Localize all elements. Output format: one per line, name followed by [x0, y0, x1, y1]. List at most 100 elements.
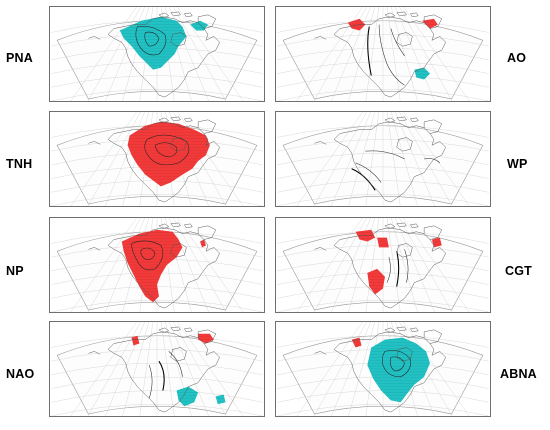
parallel-line — [51, 349, 263, 362]
parallel-line — [51, 390, 263, 403]
meridian-line — [139, 322, 154, 416]
negative-anomaly-fill — [414, 67, 430, 80]
meridian-line — [169, 218, 209, 312]
contour-line — [135, 26, 167, 56]
label-cgt: CGT — [505, 264, 532, 278]
map-svg — [51, 322, 263, 416]
map-svg — [277, 112, 489, 206]
contour-line — [144, 31, 160, 47]
arctic-island-outline — [384, 223, 396, 230]
basemap — [277, 112, 489, 206]
parallel-line — [277, 48, 489, 61]
parallel-line — [51, 335, 263, 348]
parallel-line — [277, 259, 489, 272]
label-tnh: TNH — [6, 157, 33, 171]
label-ao: AO — [507, 51, 527, 65]
positive-anomaly-fill — [431, 237, 442, 248]
contour-line — [382, 350, 411, 378]
alaska-islands — [88, 36, 101, 40]
positive-anomaly — [127, 121, 210, 187]
positive-anomaly — [121, 229, 183, 303]
arctic-island-outline — [396, 116, 407, 122]
positive-anomaly-fill — [121, 229, 183, 303]
parallel-line — [277, 20, 489, 33]
meridian-line — [403, 112, 470, 206]
arctic-island-outline — [396, 11, 407, 17]
meridian-line — [87, 218, 141, 312]
arctic-island-outline — [158, 117, 170, 124]
meridian-line — [87, 322, 141, 416]
parallel-line — [277, 166, 489, 179]
positive-anomaly-fill — [377, 237, 389, 248]
meridian-line — [403, 7, 470, 101]
greenland-outline — [423, 225, 443, 240]
contour-line — [378, 24, 405, 86]
meridian-line — [365, 218, 380, 312]
meridian-line — [296, 112, 363, 206]
meridian-line — [296, 322, 363, 416]
contour-line — [158, 360, 165, 391]
meridian-line — [173, 322, 227, 416]
arctic-island-outline — [170, 11, 181, 17]
positive-anomaly-fill — [351, 337, 362, 348]
parallel-line — [277, 34, 489, 47]
parallel-line — [277, 300, 489, 312]
hudson-bay-outline — [170, 32, 187, 47]
greenland-outline — [197, 225, 217, 240]
negative-anomaly — [215, 394, 226, 405]
parallel-line — [51, 89, 263, 101]
positive-anomaly — [377, 237, 389, 248]
greenland-outline — [197, 119, 217, 134]
label-np: NP — [6, 264, 24, 278]
contour-line — [390, 28, 405, 57]
arctic-island-outline — [184, 327, 193, 333]
coastline — [314, 11, 446, 98]
negative-anomaly — [414, 67, 430, 80]
map-svg — [277, 218, 489, 312]
contour-line — [424, 158, 440, 164]
map-svg — [277, 322, 489, 416]
positive-anomaly-fill — [200, 239, 206, 248]
map-panel-nao — [49, 321, 265, 417]
positive-anomaly — [422, 18, 438, 29]
map-panel-cgt — [275, 217, 491, 313]
arctic-island-outline — [384, 117, 396, 124]
parallel-line — [277, 180, 489, 193]
north-america-outline — [107, 121, 220, 203]
label-abna: ABNA — [500, 367, 537, 381]
positive-anomaly-fill — [347, 18, 366, 31]
coastline — [88, 222, 220, 309]
alaska-islands — [314, 247, 327, 251]
contour-line — [404, 249, 409, 283]
hudson-bay-outline — [170, 137, 187, 152]
meridian-line — [296, 218, 363, 312]
arctic-island-outline — [158, 12, 170, 19]
meridian-line — [403, 218, 470, 312]
parallel-line — [51, 363, 263, 376]
greenland-outline — [197, 14, 217, 29]
contour-line — [365, 150, 405, 160]
map-svg — [51, 218, 263, 312]
contour-line — [154, 142, 178, 158]
contour-line — [396, 251, 400, 287]
parallel-line — [277, 75, 489, 88]
arctic-island-outline — [170, 222, 181, 228]
arctic-island-outline — [410, 327, 419, 333]
coastline — [88, 116, 220, 203]
contour-line — [367, 26, 372, 76]
parallel-line — [51, 75, 263, 88]
meridian-line — [399, 218, 453, 312]
meridian-line — [70, 322, 137, 416]
greenland-outline — [423, 119, 443, 134]
meridian-line — [70, 7, 137, 101]
coastline — [88, 326, 220, 413]
alaska-islands — [88, 351, 101, 355]
positive-anomaly-fill — [422, 18, 438, 29]
meridian-line — [386, 7, 401, 101]
parallel-line — [277, 404, 489, 416]
arctic-island-outline — [396, 222, 407, 228]
map-panel-ao — [275, 6, 491, 102]
alaska-islands — [314, 36, 327, 40]
positive-anomaly — [131, 335, 140, 346]
hudson-bay-outline — [170, 347, 187, 362]
